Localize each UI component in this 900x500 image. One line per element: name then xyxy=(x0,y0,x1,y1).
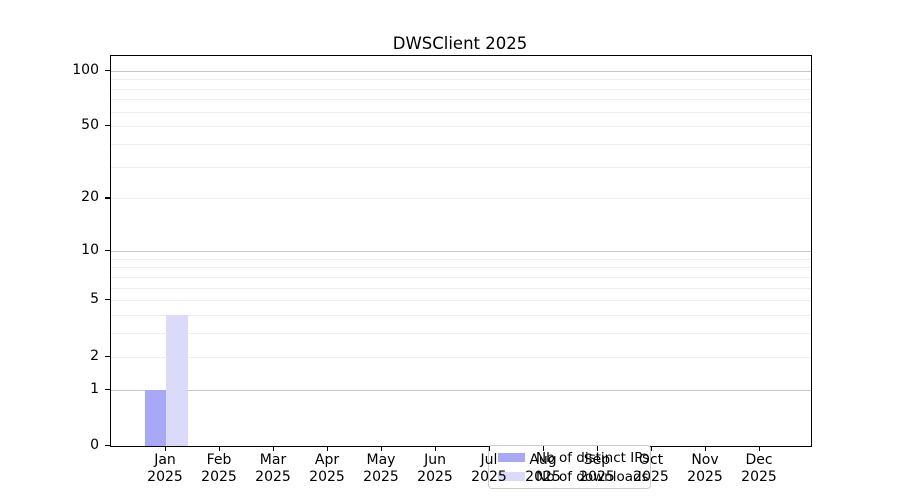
y-tick-0 xyxy=(105,445,110,447)
y-tick-label-50: 50 xyxy=(81,117,99,134)
gridline-5 xyxy=(111,300,811,302)
legend-swatch-distinct-ips-icon xyxy=(498,453,525,462)
y-tick-100 xyxy=(105,69,110,71)
gridline-30 xyxy=(111,166,811,168)
x-tick-label-dec: Dec 2025 xyxy=(741,452,777,485)
x-tick-label-oct: Oct 2025 xyxy=(633,452,669,485)
gridline-6 xyxy=(111,287,811,289)
gridline-4 xyxy=(111,315,811,317)
y-tick-label-0: 0 xyxy=(90,437,99,453)
gridline-20 xyxy=(111,198,811,200)
x-tick-sep xyxy=(597,446,599,451)
x-tick-label-feb: Feb 2025 xyxy=(201,452,237,485)
legend-item-distinct-ips: Nb of distinct IPs xyxy=(489,450,650,466)
bar-nb-of-distinct-ips-jan xyxy=(144,389,166,446)
gridline-8 xyxy=(111,267,811,269)
gridline-100 xyxy=(111,70,811,72)
gridline-70 xyxy=(111,99,811,101)
x-tick-label-apr: Apr 2025 xyxy=(309,452,345,485)
gridline-10 xyxy=(111,251,811,252)
x-tick-jul xyxy=(489,446,491,451)
y-tick-label-1: 1 xyxy=(90,380,99,397)
y-tick-label-10: 10 xyxy=(81,242,99,258)
x-tick-label-jun: Jun 2025 xyxy=(417,452,453,485)
x-tick-label-mar: Mar 2025 xyxy=(255,452,291,485)
legend-swatch-downloads-icon xyxy=(498,472,525,481)
gridline-2 xyxy=(111,356,811,358)
y-tick-5 xyxy=(105,299,110,301)
x-tick-label-aug: Aug 2025 xyxy=(525,452,561,485)
x-tick-mar xyxy=(273,446,275,451)
gridline-1 xyxy=(111,389,811,391)
x-tick-may xyxy=(381,446,383,451)
x-tick-label-jul: Jul 2025 xyxy=(471,452,507,485)
x-tick-jun xyxy=(435,446,437,451)
y-tick-label-20: 20 xyxy=(81,189,99,206)
y-tick-10 xyxy=(105,250,110,252)
y-tick-label-100: 100 xyxy=(72,61,99,78)
x-tick-feb xyxy=(219,446,221,451)
x-tick-label-nov: Nov 2025 xyxy=(687,452,723,485)
gridline-80 xyxy=(111,88,811,90)
x-tick-label-may: May 2025 xyxy=(363,452,399,485)
bar-nb-of-downloads-jan xyxy=(166,315,188,446)
x-tick-nov xyxy=(705,446,707,451)
x-tick-label-sep: Sep 2025 xyxy=(579,452,615,485)
legend-label-downloads: Nb of downloads xyxy=(536,468,649,485)
x-tick-label-jan: Jan 2025 xyxy=(147,452,183,485)
x-tick-aug xyxy=(543,446,545,451)
y-tick-label-2: 2 xyxy=(90,347,99,364)
chart-title: DWSClient 2025 xyxy=(392,34,528,53)
x-tick-dec xyxy=(759,446,761,451)
x-tick-jan xyxy=(165,446,167,451)
gridline-60 xyxy=(111,111,811,113)
x-tick-oct xyxy=(651,446,653,451)
gridline-50 xyxy=(111,126,811,128)
legend-item-downloads: Nb of downloads xyxy=(489,469,650,485)
legend: Nb of distinct IPs Nb of downloads xyxy=(488,445,651,489)
y-tick-label-5: 5 xyxy=(90,291,99,308)
gridline-90 xyxy=(111,79,811,81)
gridline-40 xyxy=(111,144,811,145)
y-tick-2 xyxy=(105,355,110,357)
y-tick-20 xyxy=(105,197,110,199)
x-tick-apr xyxy=(327,446,329,451)
y-tick-1 xyxy=(105,388,110,390)
plot-area: Nb of distinct IPs Nb of downloads xyxy=(110,55,812,489)
gridline-3 xyxy=(111,333,811,335)
legend-label-distinct-ips: Nb of distinct IPs xyxy=(536,449,650,466)
gridline-9 xyxy=(111,258,811,260)
gridline-7 xyxy=(111,276,811,278)
y-tick-50 xyxy=(105,125,110,127)
